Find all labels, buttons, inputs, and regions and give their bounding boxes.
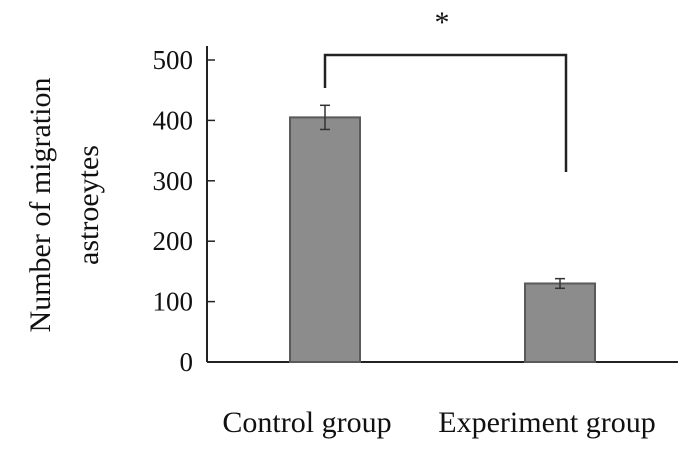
y-axis-label-line-2: astroeytes <box>72 145 105 265</box>
significance-asterisk: * <box>435 6 450 39</box>
y-axis-label-line-1: Number of migration <box>24 78 57 333</box>
y-tick-label: 400 <box>153 105 194 135</box>
error-bars <box>320 104 565 290</box>
y-tick-label: 0 <box>180 347 194 377</box>
y-tick-label: 100 <box>153 287 194 317</box>
y-tick-label: 300 <box>153 166 194 196</box>
y-tick-label: 500 <box>153 45 194 75</box>
bar <box>289 116 361 363</box>
y-axis-label: Number of migration astroeytes <box>24 78 105 333</box>
significance-bracket: * <box>323 6 568 172</box>
x-category-label: Experiment group <box>438 406 655 439</box>
x-category-labels: Control group Experiment group <box>222 406 655 439</box>
x-category-label: Control group <box>222 406 391 439</box>
y-ticks: 0 100 200 300 400 500 <box>153 45 215 377</box>
y-tick-label: 200 <box>153 226 194 256</box>
bar <box>524 282 596 364</box>
bars <box>289 116 596 364</box>
significance-bracket-line <box>323 53 568 172</box>
axes <box>206 46 678 363</box>
